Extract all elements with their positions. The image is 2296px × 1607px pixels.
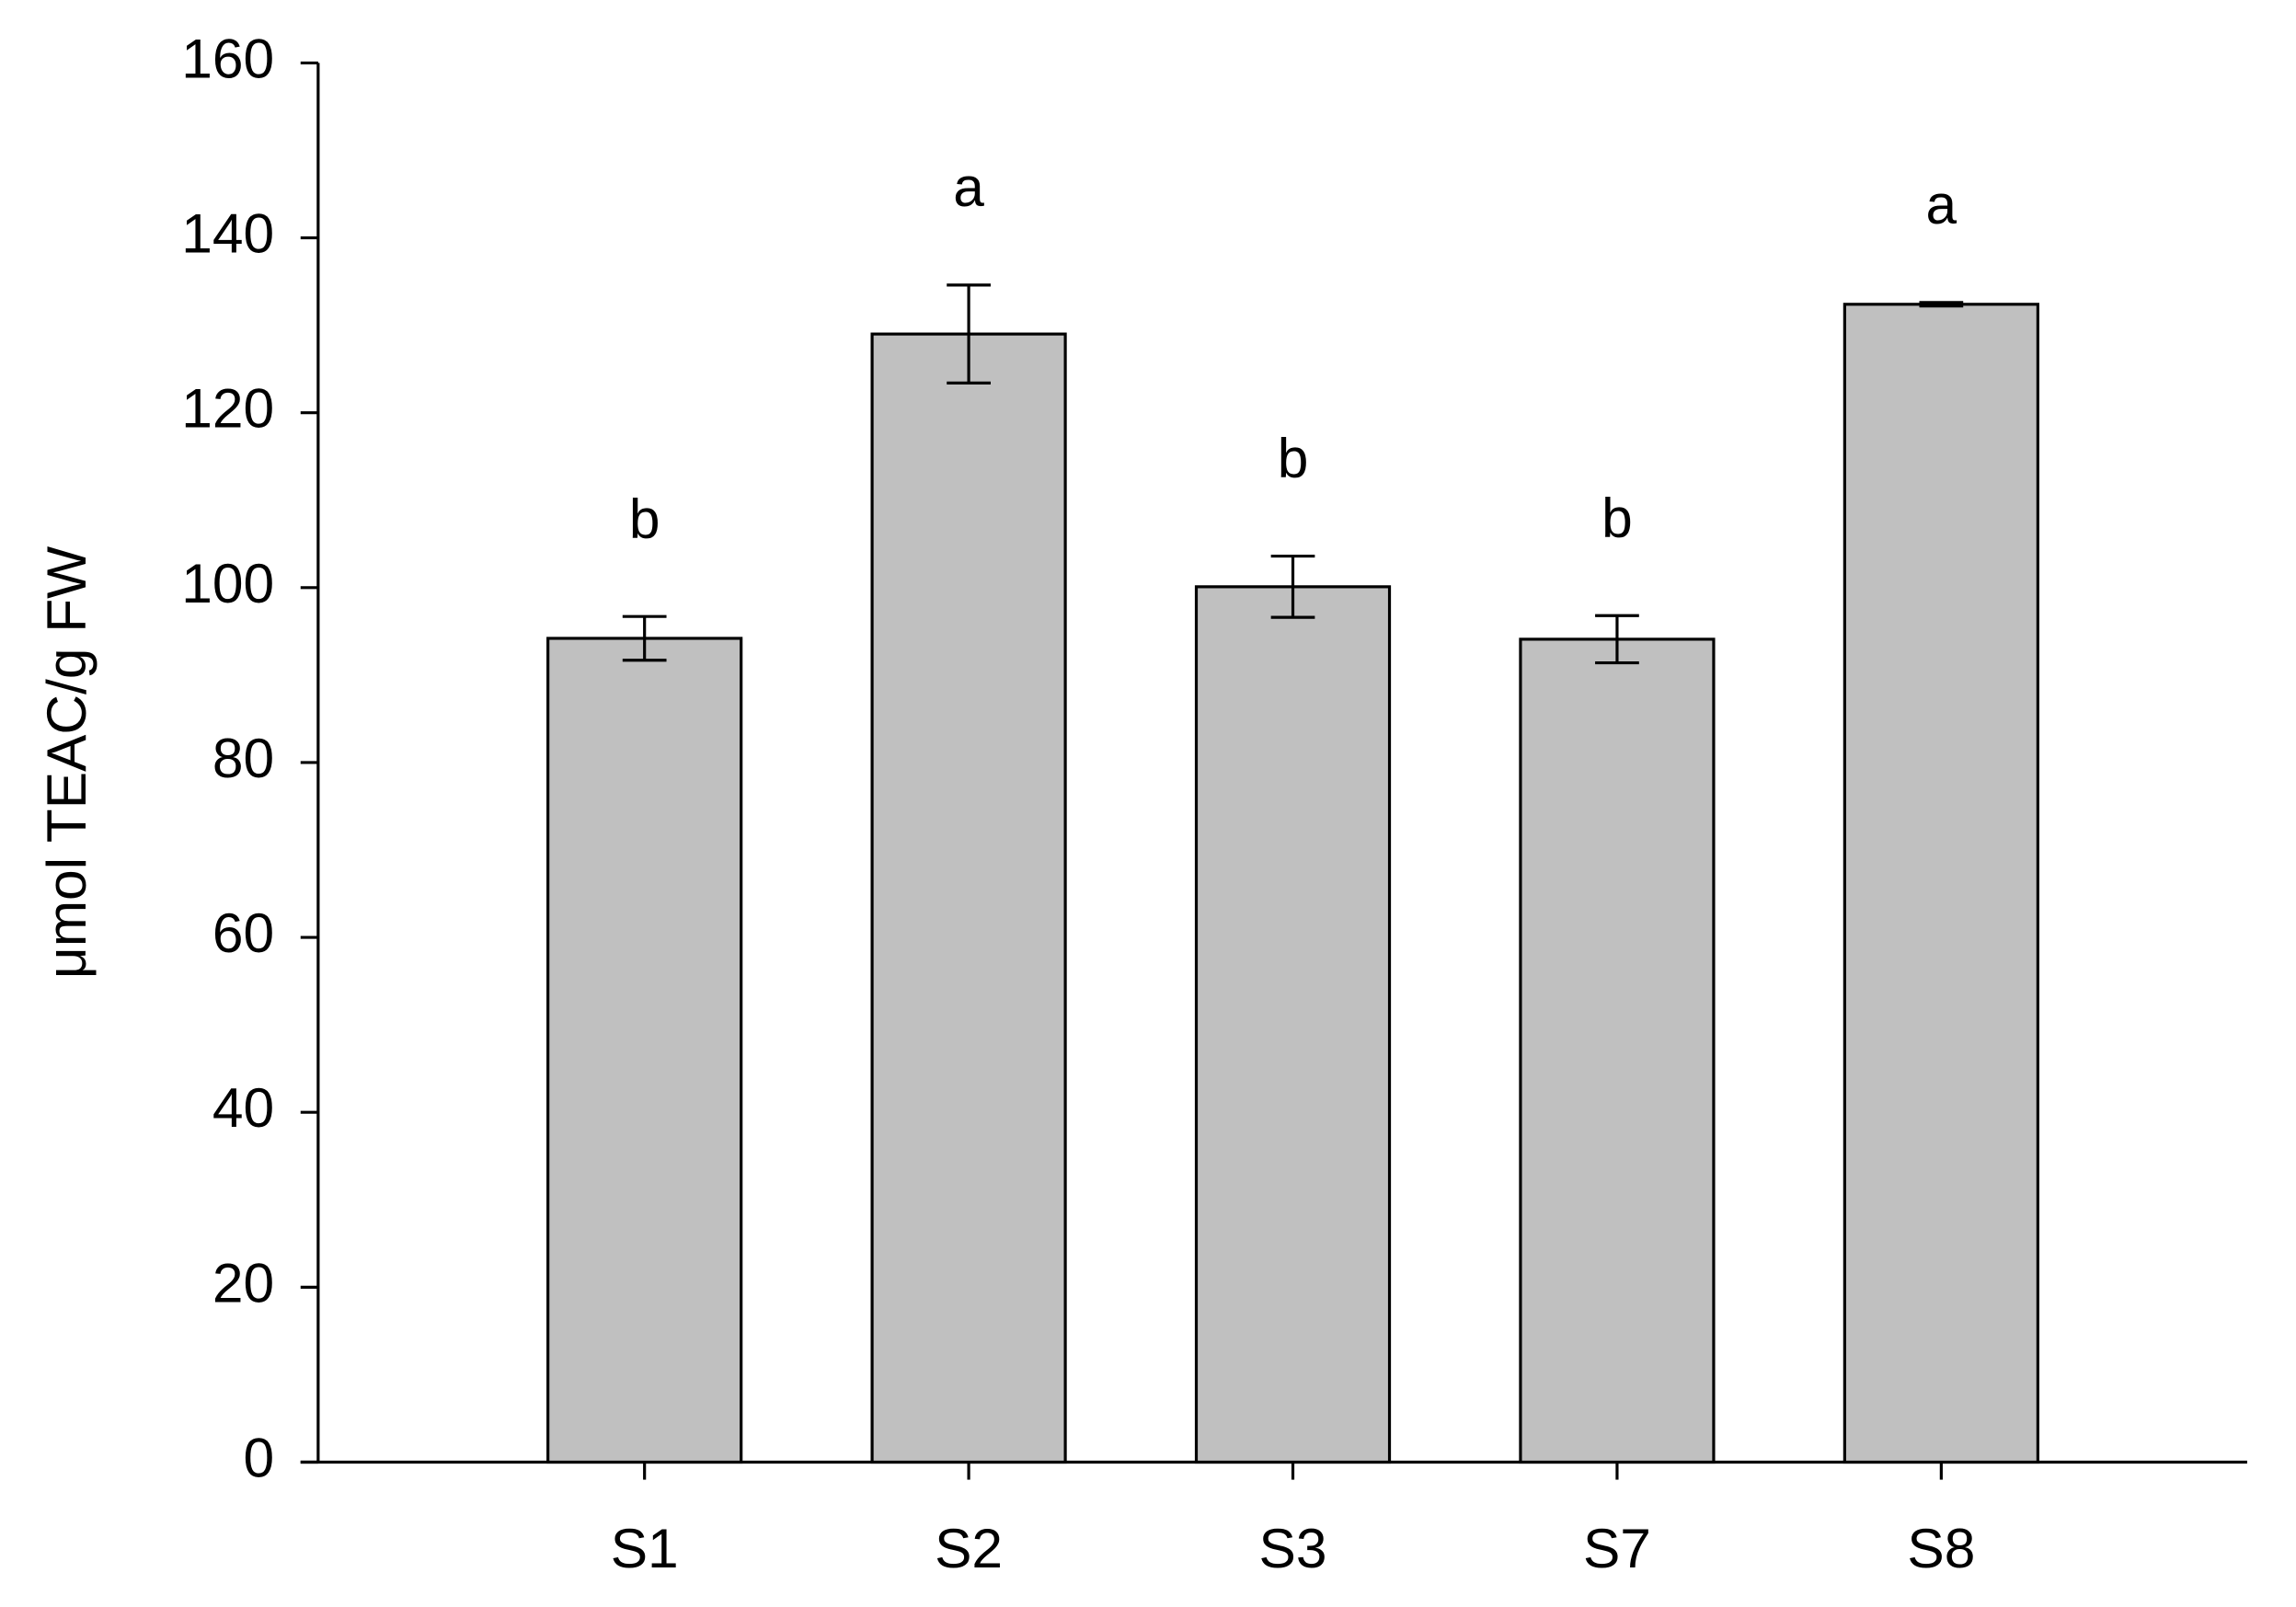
bar <box>1843 303 2039 1464</box>
y-tick-label: 20 <box>212 1251 274 1314</box>
y-tick-label: 80 <box>212 727 274 789</box>
error-bar <box>1595 614 1639 665</box>
y-tick-label: 120 <box>181 377 274 440</box>
group-label: b <box>629 487 660 549</box>
group-label: b <box>1601 486 1633 548</box>
y-tick-label: 40 <box>212 1076 274 1139</box>
x-tick-label: S7 <box>1583 1517 1651 1579</box>
x-tick-label: S2 <box>935 1517 1003 1579</box>
y-tick-label: 0 <box>244 1426 275 1488</box>
y-tick-label: 140 <box>181 202 274 265</box>
error-bar <box>1270 555 1315 619</box>
group-label: b <box>1278 427 1309 489</box>
y-axis-label: μmol TEAC/g FW <box>35 546 98 979</box>
y-tick-label: 100 <box>181 552 274 614</box>
error-bar <box>622 614 667 662</box>
group-label: a <box>1926 173 1957 235</box>
x-tick-label: S8 <box>1907 1517 1975 1579</box>
bar <box>870 332 1067 1464</box>
bar <box>1194 585 1392 1464</box>
bar <box>1519 637 1716 1464</box>
y-tick-label: 60 <box>212 901 274 964</box>
x-tick-label: S3 <box>1259 1517 1327 1579</box>
group-label: a <box>953 155 984 218</box>
error-bar <box>947 283 991 385</box>
bar <box>546 637 743 1464</box>
x-tick-label: S1 <box>611 1517 679 1579</box>
error-bar <box>1919 301 1964 308</box>
y-tick-label: 160 <box>181 27 274 89</box>
